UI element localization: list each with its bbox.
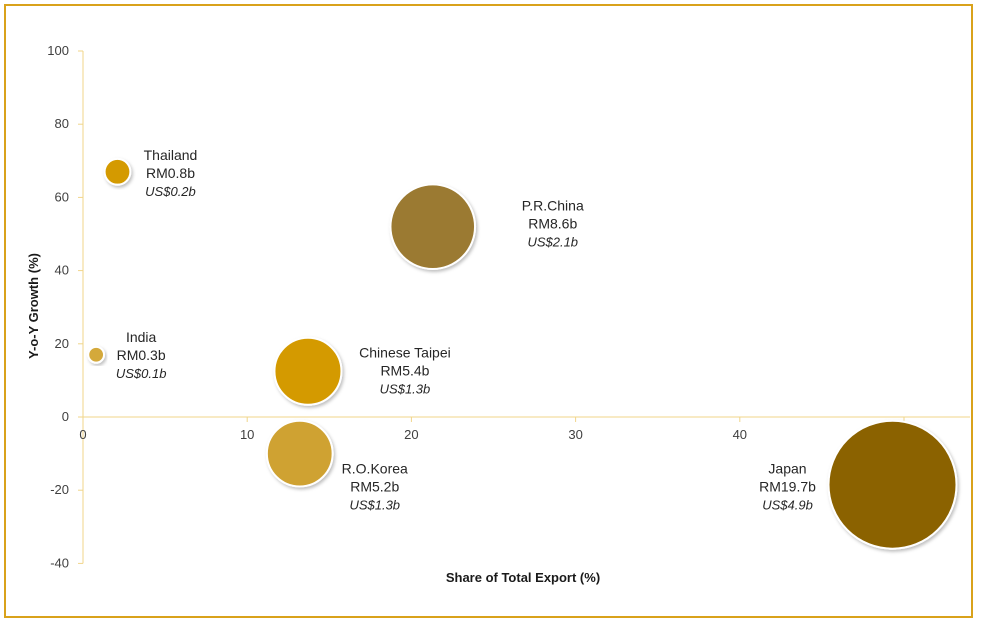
data-label-japan-name: Japan bbox=[768, 461, 806, 477]
data-label-japan-usd: US$4.9b bbox=[762, 498, 813, 513]
bubble-chinese-taipei bbox=[273, 336, 343, 406]
data-label-thailand-usd: US$0.2b bbox=[145, 184, 196, 199]
y-tick-label: 20 bbox=[55, 336, 69, 351]
data-label-p-r-china-rm: RM8.6b bbox=[528, 216, 577, 232]
bubbles-group bbox=[87, 157, 958, 550]
y-tick-label: 60 bbox=[55, 189, 69, 204]
y-tick-label: 40 bbox=[55, 263, 69, 278]
y-tick-label: 0 bbox=[62, 409, 69, 424]
bubble-japan bbox=[827, 419, 958, 550]
x-axis-title: Share of Total Export (%) bbox=[446, 570, 600, 585]
data-label-japan-rm: RM19.7b bbox=[759, 479, 816, 495]
bubble-thailand bbox=[103, 157, 132, 186]
data-label-india-usd: US$0.1b bbox=[116, 366, 167, 381]
bubble-india bbox=[87, 345, 106, 364]
x-tick-label: 40 bbox=[733, 427, 747, 442]
data-label-chinese-taipei-rm: RM5.4b bbox=[380, 362, 429, 378]
data-label-r-o-korea-rm: RM5.2b bbox=[350, 479, 399, 495]
y-tick-label: 100 bbox=[47, 43, 69, 58]
data-label-p-r-china-name: P.R.China bbox=[522, 198, 584, 214]
y-tick-label: -20 bbox=[50, 482, 69, 497]
y-axis-title: Y-o-Y Growth (%) bbox=[26, 253, 41, 359]
x-tick-label: 10 bbox=[240, 427, 254, 442]
chart-frame bbox=[4, 4, 973, 618]
x-tick-label: 30 bbox=[568, 427, 582, 442]
y-tick-label: -40 bbox=[50, 555, 69, 570]
bubble-p-r-china bbox=[389, 183, 477, 270]
bubble-r-o-korea bbox=[265, 419, 334, 488]
data-label-r-o-korea-usd: US$1.3b bbox=[349, 498, 400, 513]
x-tick-label: 0 bbox=[79, 427, 86, 442]
x-tick-label: 20 bbox=[404, 427, 418, 442]
data-label-p-r-china-usd: US$2.1b bbox=[527, 235, 578, 250]
data-label-chinese-taipei-name: Chinese Taipei bbox=[359, 344, 451, 360]
data-label-india-rm: RM0.3b bbox=[117, 347, 166, 363]
data-label-thailand-name: Thailand bbox=[144, 147, 198, 163]
data-label-india-name: India bbox=[126, 329, 157, 345]
data-label-chinese-taipei-usd: US$1.3b bbox=[380, 381, 431, 396]
y-tick-label: 80 bbox=[55, 116, 69, 131]
labels-group: Thailand RM0.8b US$0.2b India RM0.3b US$0.1b P… bbox=[116, 147, 816, 513]
data-label-thailand-rm: RM0.8b bbox=[146, 165, 195, 181]
data-label-r-o-korea-name: R.O.Korea bbox=[342, 461, 408, 477]
axes-group: -40-2002040608010001020304050 bbox=[47, 43, 970, 570]
